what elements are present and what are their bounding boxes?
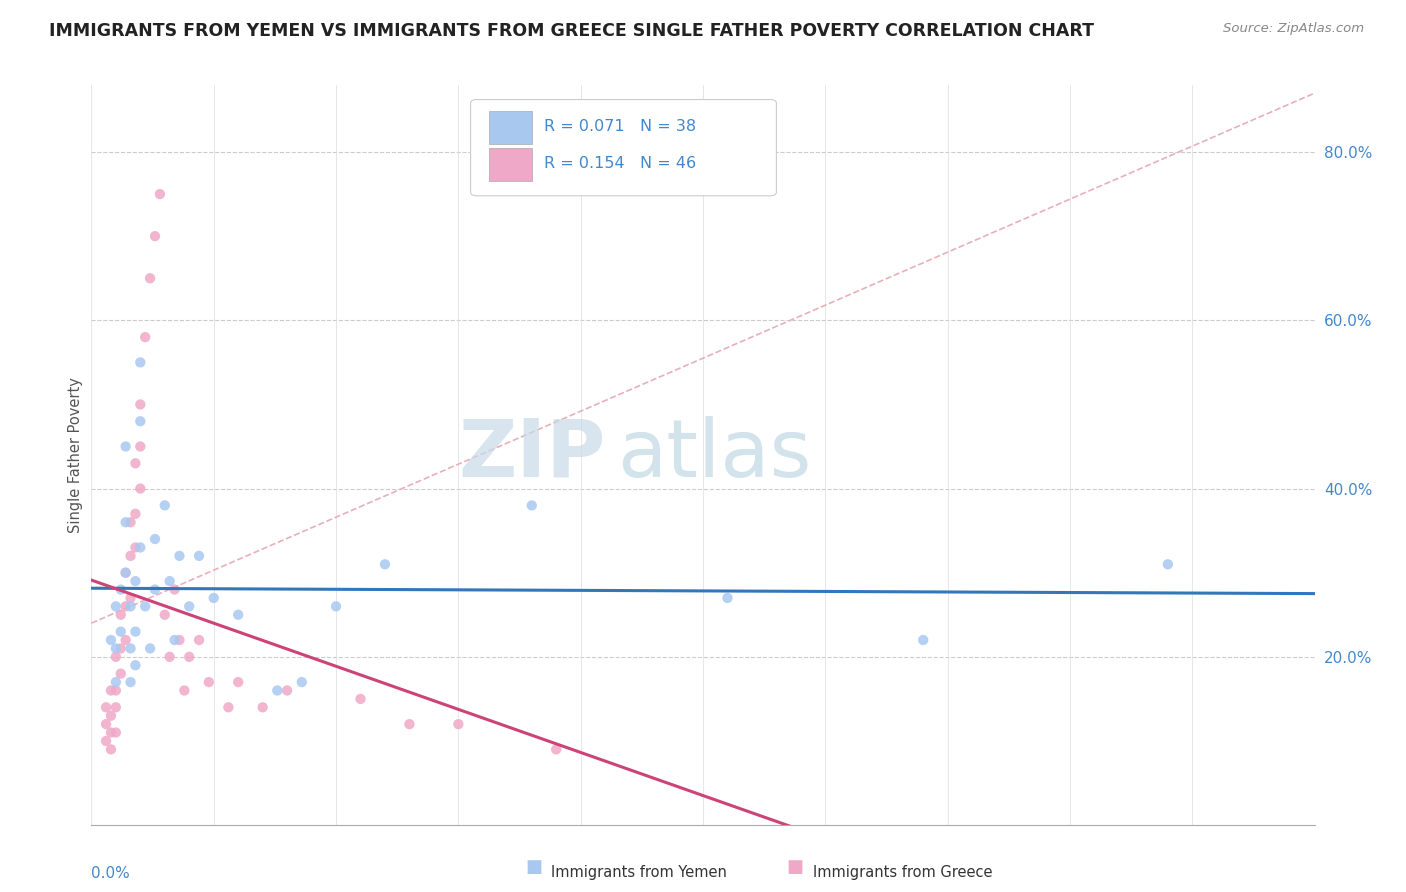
Point: [104, 641, 127, 656]
Point: [325, 599, 347, 614]
Point: [163, 633, 186, 648]
Point: [94, 734, 117, 748]
Point: [100, 725, 122, 739]
Point: [120, 515, 142, 529]
Point: [139, 641, 162, 656]
Point: [198, 675, 221, 690]
Text: 0.0%: 0.0%: [91, 866, 131, 880]
Point: [398, 717, 420, 731]
Point: [104, 599, 127, 614]
Point: [100, 633, 122, 648]
Point: [149, 187, 172, 202]
Point: [104, 675, 127, 690]
Point: [179, 649, 201, 664]
Point: [110, 666, 132, 681]
Text: ■: ■: [786, 858, 803, 876]
Point: [134, 330, 156, 344]
Point: [129, 440, 152, 454]
Point: [94, 717, 117, 731]
Point: [114, 515, 136, 529]
FancyBboxPatch shape: [489, 148, 531, 181]
Point: [252, 700, 274, 714]
Point: [110, 582, 132, 597]
Point: [159, 649, 181, 664]
Point: [110, 607, 132, 622]
Point: [520, 499, 543, 513]
Point: [129, 482, 152, 496]
Point: [143, 229, 166, 244]
Point: [129, 397, 152, 411]
Point: [169, 633, 191, 648]
Point: [912, 633, 935, 648]
Point: [546, 742, 568, 756]
Point: [120, 549, 142, 563]
Point: [120, 591, 142, 605]
Point: [124, 574, 146, 588]
Point: [143, 532, 166, 546]
Point: [104, 649, 127, 664]
Point: [100, 708, 122, 723]
Point: [163, 582, 186, 597]
Point: [188, 633, 211, 648]
Point: [104, 725, 127, 739]
Point: [173, 683, 195, 698]
Point: [226, 675, 249, 690]
Point: [188, 549, 211, 563]
Point: [134, 599, 156, 614]
Text: Immigrants from Greece: Immigrants from Greece: [813, 865, 993, 880]
Text: R = 0.154   N = 46: R = 0.154 N = 46: [544, 156, 696, 171]
Point: [447, 717, 470, 731]
Point: [124, 624, 146, 639]
Point: [114, 566, 136, 580]
Point: [124, 541, 146, 555]
Point: [374, 558, 396, 572]
Point: [100, 683, 122, 698]
Point: [124, 456, 146, 470]
Point: [114, 633, 136, 648]
Point: [114, 599, 136, 614]
Text: Source: ZipAtlas.com: Source: ZipAtlas.com: [1223, 22, 1364, 36]
Point: [110, 641, 132, 656]
Point: [124, 507, 146, 521]
Point: [159, 574, 181, 588]
Point: [114, 566, 136, 580]
Text: ■: ■: [526, 858, 543, 876]
Text: atlas: atlas: [617, 416, 811, 494]
Text: ZIP: ZIP: [458, 416, 605, 494]
Point: [129, 541, 152, 555]
Point: [153, 607, 176, 622]
Point: [124, 658, 146, 673]
Point: [100, 742, 122, 756]
Point: [120, 599, 142, 614]
Point: [217, 700, 239, 714]
FancyBboxPatch shape: [471, 100, 776, 196]
Text: R = 0.071   N = 38: R = 0.071 N = 38: [544, 120, 696, 135]
Point: [153, 499, 176, 513]
Point: [129, 355, 152, 369]
Point: [169, 549, 191, 563]
Text: IMMIGRANTS FROM YEMEN VS IMMIGRANTS FROM GREECE SINGLE FATHER POVERTY CORRELATIO: IMMIGRANTS FROM YEMEN VS IMMIGRANTS FROM…: [49, 22, 1094, 40]
Point: [1157, 558, 1180, 572]
Point: [120, 641, 142, 656]
Point: [94, 700, 117, 714]
Point: [120, 675, 142, 690]
Text: Immigrants from Yemen: Immigrants from Yemen: [551, 865, 727, 880]
Point: [276, 683, 298, 698]
Point: [349, 692, 371, 706]
Point: [291, 675, 314, 690]
Point: [143, 582, 166, 597]
Point: [114, 440, 136, 454]
Point: [202, 591, 225, 605]
Point: [226, 607, 249, 622]
Point: [139, 271, 162, 285]
Point: [266, 683, 288, 698]
FancyBboxPatch shape: [489, 111, 531, 144]
Point: [716, 591, 738, 605]
Y-axis label: Single Father Poverty: Single Father Poverty: [67, 377, 83, 533]
Point: [104, 683, 127, 698]
Point: [110, 624, 132, 639]
Point: [104, 700, 127, 714]
Point: [129, 414, 152, 428]
Point: [179, 599, 201, 614]
